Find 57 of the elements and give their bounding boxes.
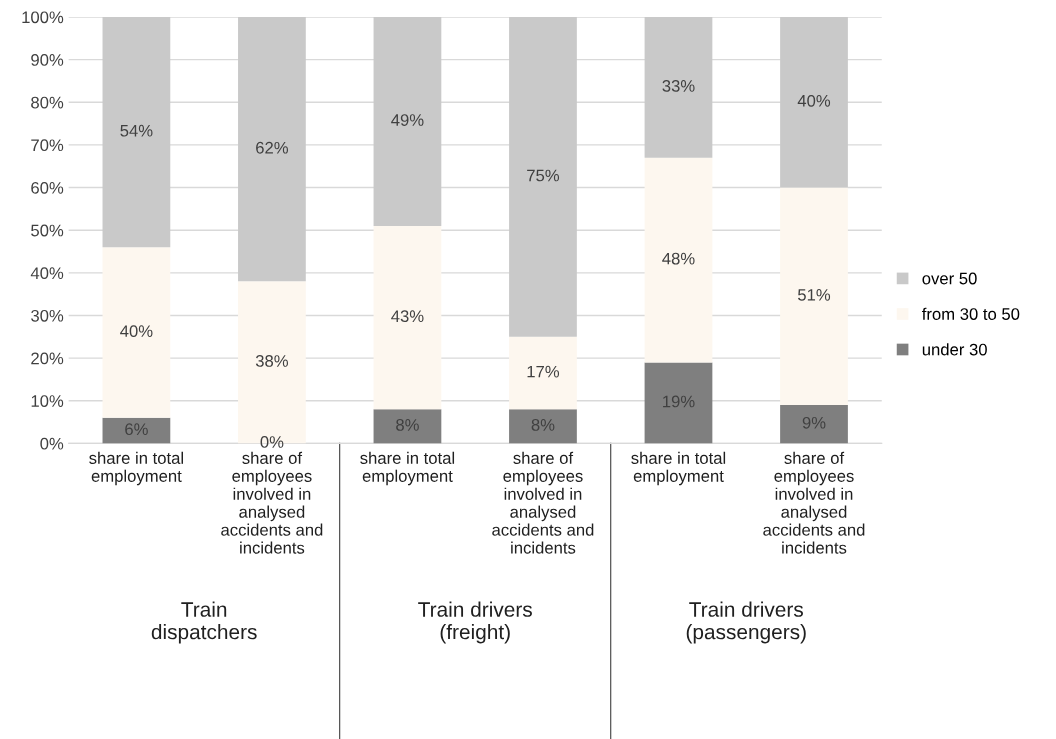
y-tick-label: 40% (30, 267, 64, 280)
bar (102, 417, 171, 444)
text: 40% (120, 325, 153, 338)
x-tick-label: share of employees involved in analysed accidents and incidents (221, 451, 323, 554)
y-tick-label: 10% (31, 395, 64, 407)
bar (644, 362, 713, 444)
text: 48% (662, 252, 695, 265)
text: 8% (531, 419, 555, 431)
x-tick-label: share in total employment (360, 451, 455, 486)
y-tick-label: 70% (31, 139, 64, 152)
text: 6% (125, 423, 148, 436)
bar (780, 405, 848, 444)
bar (373, 409, 442, 444)
text: 54% (120, 124, 153, 137)
bar (509, 336, 577, 410)
y-tick-label: 60% (31, 181, 64, 194)
text: 0% (260, 436, 284, 448)
text: 43% (391, 310, 424, 323)
text: 17% (527, 365, 560, 378)
y-tick-label: 80% (31, 96, 64, 109)
x-tick-label: share in total employment (89, 451, 183, 486)
y-tick-label: 100% (22, 11, 64, 24)
bar (509, 409, 577, 444)
x-tick-label: share of employees involved in analysed accidents and incidents (763, 451, 865, 554)
bar (102, 247, 171, 418)
text: 38% (255, 355, 289, 367)
y-tick-label: 0% (40, 437, 64, 450)
text: 75% (527, 169, 560, 182)
text: Train drivers (freight) (418, 601, 532, 644)
text: 9% (802, 416, 826, 429)
bar (780, 17, 848, 188)
legend-label: under 30 (922, 343, 987, 356)
bar (373, 17, 442, 226)
text: 49% (391, 114, 424, 126)
bar (644, 157, 713, 363)
y-tick-label: 30% (31, 309, 64, 322)
legend-label: from 30 to 50 (922, 307, 1020, 320)
text: 8% (396, 419, 419, 431)
text: Train drivers (passengers) (686, 601, 806, 644)
bar (102, 17, 171, 248)
text: 33% (662, 80, 695, 92)
text: 40% (797, 94, 831, 107)
text: 51% (797, 289, 831, 301)
x-tick-label: share of employees involved in analysed accidents and incidents (492, 451, 594, 554)
text: 19% (663, 395, 695, 408)
text: Train dispatchers (151, 601, 257, 644)
bar (238, 17, 306, 282)
x-tick-label: share in total employment (631, 451, 726, 486)
y-tick-label: 50% (31, 224, 64, 237)
y-tick-label: 90% (31, 54, 64, 66)
bar (373, 225, 442, 410)
bar (644, 17, 713, 158)
text: 62% (256, 141, 289, 154)
bar (780, 187, 848, 406)
y-tick-label: 20% (31, 352, 64, 365)
legend-label: over 50 (922, 272, 977, 285)
bar (509, 17, 577, 337)
